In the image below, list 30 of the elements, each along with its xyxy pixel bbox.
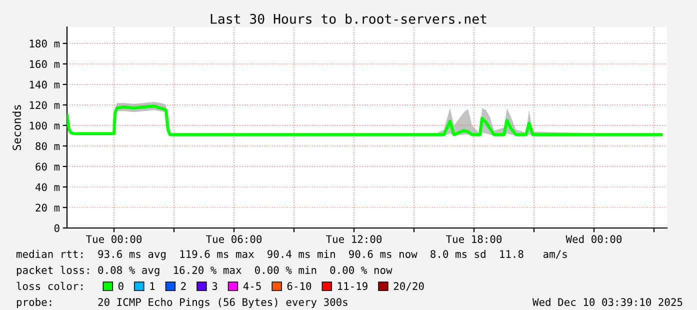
y-tick-label: 0	[54, 224, 60, 232]
x-tick-label: Wed 00:00	[566, 235, 622, 244]
x-tick-label: Tue 06:00	[206, 235, 262, 244]
legend-label: 2	[181, 282, 186, 290]
y-tick-label: 20 m	[36, 204, 60, 212]
x-tick-label: Tue 12:00	[326, 235, 382, 244]
y-tick-label: 120 m	[30, 101, 60, 110]
y-tick-label: 160 m	[30, 60, 60, 68]
text: packet loss: 0.08 % avg 16.20 % max 0.00 % min 0.00 % now	[16, 266, 392, 276]
y-axis-title: Seconds	[12, 105, 21, 150]
chart-title: Last 30 Hours to b.root-servers.net	[210, 14, 486, 24]
legend-label: 11-19	[338, 282, 368, 290]
x-tick-label: Tue 00:00	[86, 235, 142, 244]
legend-label: 20/20	[394, 282, 424, 291]
y-tick-label: 60 m	[36, 162, 60, 171]
x-tick-label: Tue 18:00	[446, 235, 502, 244]
text: Wed Dec 10 03:39:10 2025	[532, 298, 682, 306]
legend-title: loss color:	[16, 282, 82, 290]
legend-label: 0	[118, 282, 124, 290]
text: probe: 20 ICMP Echo Pings (56 Bytes) every 300s	[16, 298, 348, 308]
y-tick-label: 100 m	[30, 122, 60, 130]
legend-label: 3	[212, 282, 218, 290]
y-tick-label: 180 m	[30, 40, 60, 48]
y-tick-label: 40 m	[35, 183, 60, 192]
legend-label: 6-10	[287, 282, 312, 290]
legend-label: 4-5	[243, 282, 261, 290]
y-tick-label: 80 m	[36, 142, 60, 150]
text: median rtt: 93.6 ms avg 119.6 ms max 90.4 ms min 90.6 ms now 8.0 ms sd 11.8 am/s	[16, 250, 567, 260]
legend-label: 1	[150, 282, 155, 290]
y-tick-label: 140 m	[30, 80, 60, 89]
